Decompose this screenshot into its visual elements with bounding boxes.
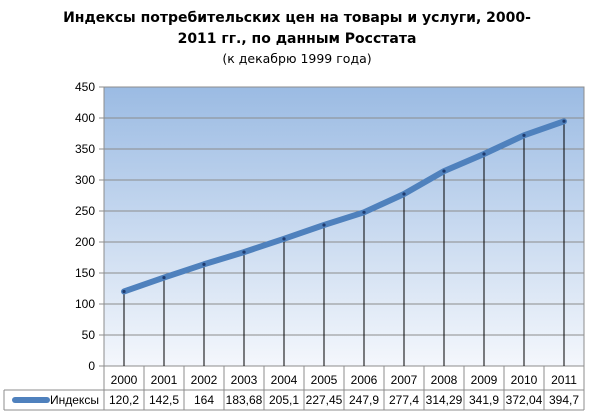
y-tick-label: 100 [75,297,95,311]
data-table-value: 120,2 [109,393,139,407]
y-tick-label: 200 [75,235,95,249]
x-tick-label: 2001 [151,373,178,387]
series-line-Индексы [121,118,567,295]
y-tick-label: 450 [75,80,95,94]
data-point-2008 [442,169,446,173]
data-point-2003 [242,250,246,254]
chart-subtitle: (к декабрю 1999 года) [222,51,372,66]
legend-label: Индексы [50,393,99,407]
data-table-value: 142,5 [149,393,179,407]
data-table-value: 247,9 [349,393,379,407]
data-table-value: 227,45 [306,393,343,407]
data-point-2001 [162,276,166,280]
x-tick-label: 2003 [231,373,258,387]
y-tick-label: 300 [75,173,95,187]
x-tick-label: 2011 [551,373,577,387]
plot-area [103,86,585,367]
data-point-2005 [322,223,326,227]
x-tick-label: 2006 [351,373,378,387]
x-tick-label: 2009 [471,373,498,387]
y-tick-label: 50 [82,328,96,342]
x-tick-label: 2002 [191,373,218,387]
data-point-2004 [282,237,286,241]
y-tick-label: 250 [75,204,95,218]
data-point-2010 [522,133,526,137]
x-tick-label: 2007 [391,373,418,387]
data-table-value: 372,04 [506,393,543,407]
x-tick-label: 2005 [311,373,338,387]
data-table-value: 394,7 [549,393,579,407]
data-table-value: 164 [194,393,214,407]
data-table-value: 341,9 [469,393,499,407]
data-point-2000 [122,289,126,294]
data-point-2006 [362,210,366,214]
y-tick-label: 0 [88,359,95,373]
y-tick-label: 150 [75,266,95,280]
x-tick-label: 2008 [431,373,458,387]
data-table-value: 205,1 [269,393,299,407]
data-point-2007 [402,192,406,196]
x-tick-label: 2004 [271,373,298,387]
data-table-value: 314,29 [426,393,463,407]
y-tick-label: 350 [75,142,95,156]
data-point-2002 [202,262,206,266]
data-point-2011 [562,119,566,123]
chart-title-block: Индексы потребительских цен на товары и … [0,8,594,66]
x-tick-label: 2000 [111,373,138,387]
data-table-value: 183,68 [226,393,263,407]
x-tick-label: 2010 [511,373,538,387]
y-tick-label: 400 [75,111,95,125]
data-table-value: 277,4 [389,393,419,407]
chart-title: Индексы потребительских цен на товары и … [63,10,531,47]
data-point-2009 [482,152,486,156]
